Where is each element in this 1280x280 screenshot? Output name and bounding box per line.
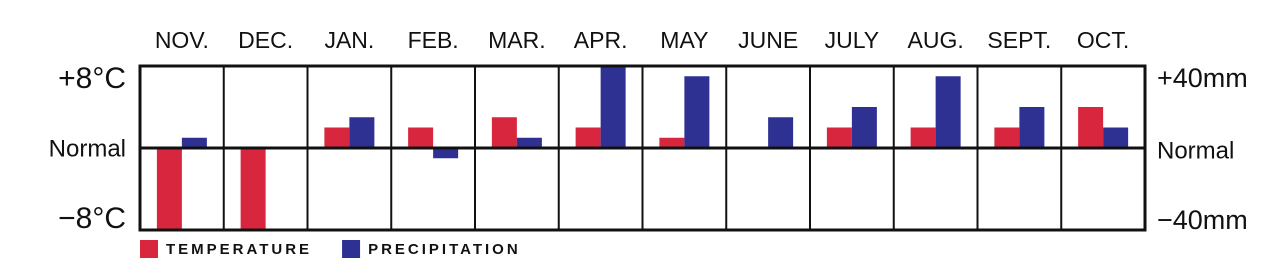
x-tick-label: FEB. xyxy=(408,27,459,53)
legend-swatch xyxy=(342,240,361,258)
x-tick-label: APR. xyxy=(574,27,628,53)
bar xyxy=(433,148,459,159)
bar xyxy=(826,127,852,148)
bar xyxy=(910,127,936,148)
legend-label: PRECIPITATION xyxy=(368,241,521,258)
x-tick-label: MAR. xyxy=(488,27,546,53)
x-tick-label: MAY xyxy=(660,27,708,53)
bar xyxy=(851,107,877,148)
y-tick-label: Normal xyxy=(49,135,126,162)
bar xyxy=(994,127,1020,148)
bar xyxy=(1103,127,1129,148)
x-tick-label: DEC. xyxy=(238,27,293,53)
bar xyxy=(516,137,542,148)
bar xyxy=(575,127,601,148)
y-tick-label: −8°C xyxy=(58,202,126,235)
x-tick-label: JULY xyxy=(825,27,880,53)
bar xyxy=(600,66,626,148)
bar xyxy=(240,148,266,230)
y2-tick-label: −40mm xyxy=(1157,205,1248,235)
x-tick-label: JUNE xyxy=(738,27,798,53)
x-tick-label: NOV. xyxy=(155,27,209,53)
legend-label: TEMPERATURE xyxy=(166,241,312,258)
bar xyxy=(935,76,961,148)
bar xyxy=(659,137,685,148)
bar xyxy=(1019,107,1045,148)
bar xyxy=(324,127,350,148)
bar xyxy=(684,76,710,148)
legend-swatch xyxy=(140,240,158,258)
y2-tick-label: Normal xyxy=(1157,137,1234,164)
y2-tick-label: +40mm xyxy=(1157,63,1248,93)
x-tick-label: JAN. xyxy=(324,27,374,53)
y-tick-label: +8°C xyxy=(58,62,126,95)
x-tick-label: SEPT. xyxy=(987,27,1051,53)
x-tick-label: OCT. xyxy=(1077,27,1129,53)
bar xyxy=(491,117,517,148)
bar xyxy=(408,127,434,148)
bar xyxy=(768,117,794,148)
bar xyxy=(156,148,182,230)
bar xyxy=(1078,107,1104,148)
x-tick-label: AUG. xyxy=(908,27,964,53)
bar xyxy=(181,137,207,148)
bar xyxy=(349,117,375,148)
